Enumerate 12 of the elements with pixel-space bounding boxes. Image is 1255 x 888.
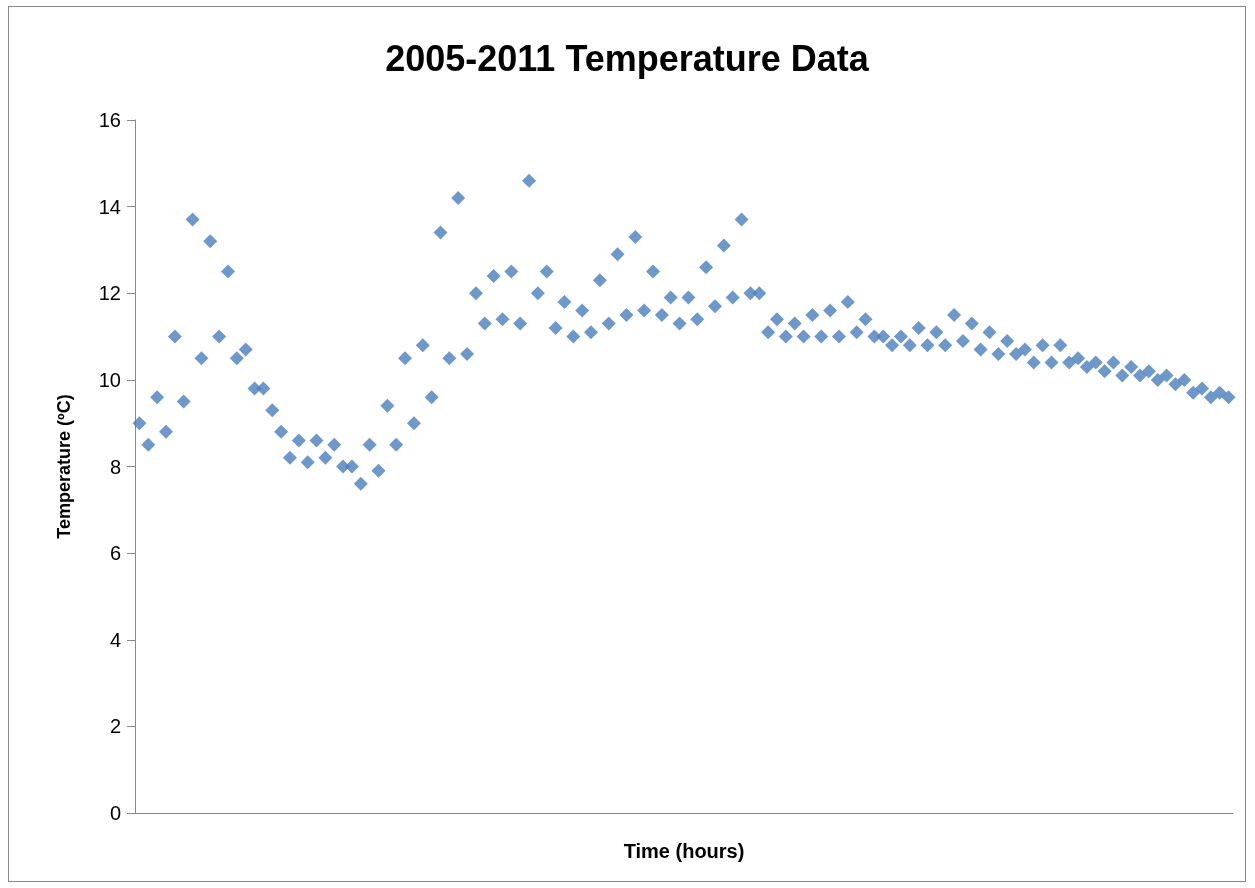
y-axis-title: Temperature (ºC) bbox=[54, 394, 74, 539]
y-tick-label: 10 bbox=[98, 368, 121, 391]
y-tick-label: 2 bbox=[109, 715, 121, 738]
y-tick-label: 14 bbox=[98, 195, 121, 218]
y-tick-label: 8 bbox=[109, 455, 121, 478]
y-tick-label: 6 bbox=[109, 542, 121, 565]
x-axis-title: Time (hours) bbox=[623, 840, 745, 862]
y-tick-label: 16 bbox=[98, 109, 121, 131]
y-tick-label: 4 bbox=[109, 628, 121, 651]
y-tick-label: 12 bbox=[98, 282, 121, 305]
chart-title: 2005-2011 Temperature Data bbox=[385, 37, 870, 79]
y-tick-label: 0 bbox=[109, 802, 121, 824]
